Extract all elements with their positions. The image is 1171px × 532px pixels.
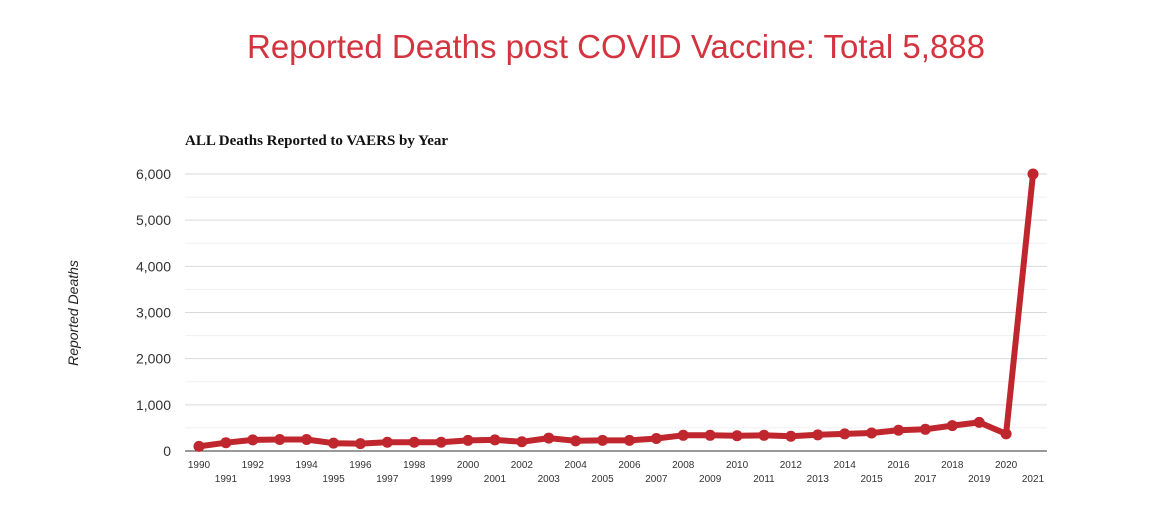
x-tick-label: 2016: [887, 460, 910, 471]
y-tick-label: 0: [163, 443, 171, 459]
x-tick-label: 2006: [618, 460, 641, 471]
data-point: [731, 430, 743, 442]
data-point: [892, 424, 904, 436]
x-tick-label: 1996: [349, 460, 372, 471]
series-points: [193, 168, 1039, 452]
y-tick-label: 4,000: [136, 258, 171, 274]
x-tick-label: 2004: [565, 460, 588, 471]
x-tick-label: 2020: [995, 460, 1018, 471]
x-tick-label: 1992: [242, 460, 265, 471]
y-axis-label: Reported Deaths: [65, 260, 81, 366]
x-tick-label: 2000: [457, 460, 480, 471]
x-tick-label: 1993: [269, 474, 292, 485]
data-point: [973, 416, 985, 428]
x-tick-label: 2019: [968, 474, 991, 485]
x-tick-label: 1991: [215, 474, 238, 485]
x-tick-label: 2001: [484, 474, 507, 485]
y-tick-label: 6,000: [136, 166, 171, 182]
x-tick-label: 1990: [188, 460, 211, 471]
data-point: [193, 440, 205, 452]
x-tick-label: 2011: [753, 474, 775, 485]
gridlines: [185, 173, 1047, 429]
x-tick-label: 2003: [538, 474, 561, 485]
x-tick-label: 2010: [726, 460, 749, 471]
x-tick-label: 2015: [860, 474, 883, 485]
data-point: [301, 433, 313, 445]
data-point: [1000, 428, 1012, 440]
x-tick-label: 1999: [430, 474, 453, 485]
page-title: Reported Deaths post COVID Vaccine: Tota…: [246, 28, 986, 65]
data-point: [919, 423, 931, 435]
data-point: [354, 438, 366, 450]
y-tick-label: 1,000: [136, 397, 171, 413]
x-tick-label: 1994: [295, 460, 318, 471]
series-line: [196, 171, 1036, 450]
x-tick-label: 2018: [941, 460, 964, 471]
data-point: [866, 427, 878, 439]
data-point: [839, 428, 851, 440]
y-tick-label: 2,000: [136, 351, 171, 367]
data-point: [408, 436, 420, 448]
x-tick-label: 2005: [591, 474, 614, 485]
x-tick-label: 2021: [1022, 474, 1045, 485]
x-tick-label: 1997: [376, 474, 399, 485]
y-tick-label: 5,000: [136, 212, 171, 228]
data-point: [1027, 168, 1039, 180]
data-point: [462, 434, 474, 446]
data-point: [704, 429, 716, 441]
data-point: [381, 436, 393, 448]
data-point: [247, 434, 259, 446]
data-point: [650, 433, 662, 445]
chart-title: ALL Deaths Reported to VAERS by Year: [185, 133, 449, 149]
x-tick-label: 2007: [645, 474, 668, 485]
series-line-path: [196, 171, 1036, 450]
data-point: [758, 429, 770, 441]
data-point: [328, 437, 340, 449]
x-tick-label: 2017: [914, 474, 937, 485]
y-axis-ticks: 0 1,000 2,000 3,000 4,000 5,000 6,000: [136, 166, 171, 459]
data-point: [274, 433, 286, 445]
x-tick-label: 2014: [834, 460, 857, 471]
data-point: [812, 429, 824, 441]
data-point: [570, 435, 582, 447]
data-point: [597, 434, 609, 446]
x-tick-label: 1998: [403, 460, 426, 471]
data-point: [220, 437, 232, 449]
data-point: [623, 434, 635, 446]
data-point: [543, 432, 555, 444]
x-tick-label: 2008: [672, 460, 695, 471]
x-tick-label: 2013: [807, 474, 830, 485]
data-point: [946, 420, 958, 432]
x-tick-label: 1995: [322, 474, 345, 485]
x-tick-label: 2002: [511, 460, 534, 471]
x-tick-label: 2009: [699, 474, 722, 485]
data-point: [489, 434, 501, 446]
y-tick-label: 3,000: [136, 305, 171, 321]
x-tick-label: 2012: [780, 460, 803, 471]
data-point: [785, 430, 797, 442]
data-point: [677, 429, 689, 441]
data-point: [435, 436, 447, 448]
data-point: [516, 436, 528, 448]
